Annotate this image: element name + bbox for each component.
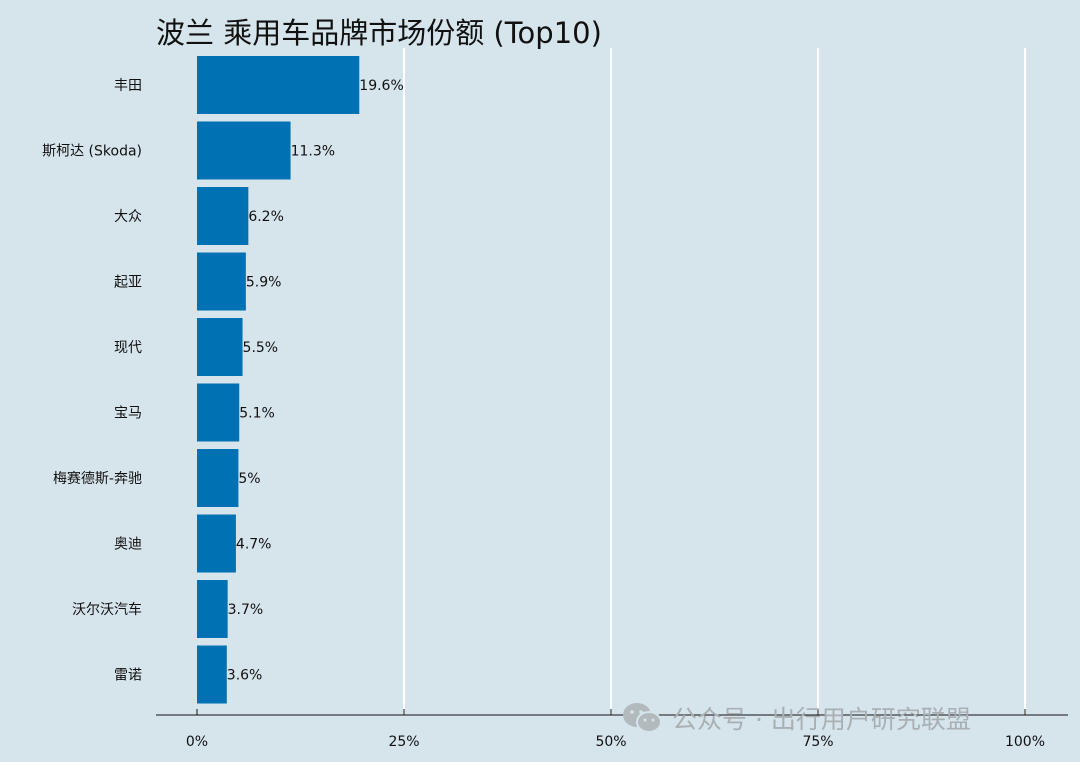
x-tick-label: 50% <box>595 734 626 750</box>
value-labels: 19.6% 11.3% 6.2% 5.9% 5.5% 5.1% 5% 4.7% 3.7% 3.6% <box>227 78 404 684</box>
category-label: 梅赛德斯-奔驰 <box>53 471 142 487</box>
wechat-icon <box>623 703 662 733</box>
value-label: 5.1% <box>239 406 275 422</box>
x-tick-label: 100% <box>1005 734 1045 750</box>
bar <box>197 56 360 114</box>
value-label: 5.9% <box>246 275 282 291</box>
value-label: 4.7% <box>236 537 272 553</box>
category-label: 沃尔沃汽车 <box>72 601 142 618</box>
value-label: 3.6% <box>227 668 263 684</box>
category-label: 宝马 <box>114 406 142 422</box>
category-label: 起亚 <box>114 275 142 291</box>
bar <box>197 580 228 638</box>
value-label: 6.2% <box>248 209 284 225</box>
watermark: 公众号 · 出行用户研究联盟 <box>622 700 971 736</box>
bar <box>197 121 291 180</box>
x-tick-label: 0% <box>186 734 208 750</box>
value-label: 5% <box>238 471 260 487</box>
grid-lines <box>403 48 1026 715</box>
bar <box>197 514 236 573</box>
x-tick-label: 25% <box>388 734 419 750</box>
category-label: 雷诺 <box>114 668 142 684</box>
category-label: 现代 <box>114 340 142 356</box>
value-label: 5.5% <box>243 340 279 356</box>
value-label: 3.7% <box>228 602 264 618</box>
chart-title: 波兰 乘用车品牌市场份额 (Top10) <box>156 16 602 50</box>
category-label: 斯柯达 (Skoda) <box>42 144 142 160</box>
watermark-text: 公众号 · 出行用户研究联盟 <box>672 705 971 734</box>
value-label: 11.3% <box>291 144 335 160</box>
value-label: 19.6% <box>359 78 403 94</box>
category-label: 丰田 <box>114 78 142 94</box>
bar <box>197 645 227 704</box>
bars <box>197 56 360 704</box>
category-label: 大众 <box>114 209 142 225</box>
bar <box>197 252 246 311</box>
category-label: 奥迪 <box>114 536 142 553</box>
bar <box>197 318 243 376</box>
bar <box>197 187 249 245</box>
x-tick-label: 75% <box>802 734 833 750</box>
bar <box>197 383 240 442</box>
bar <box>197 449 239 507</box>
x-axis-ticks: 0% 25% 50% 75% 100% <box>186 709 1045 750</box>
